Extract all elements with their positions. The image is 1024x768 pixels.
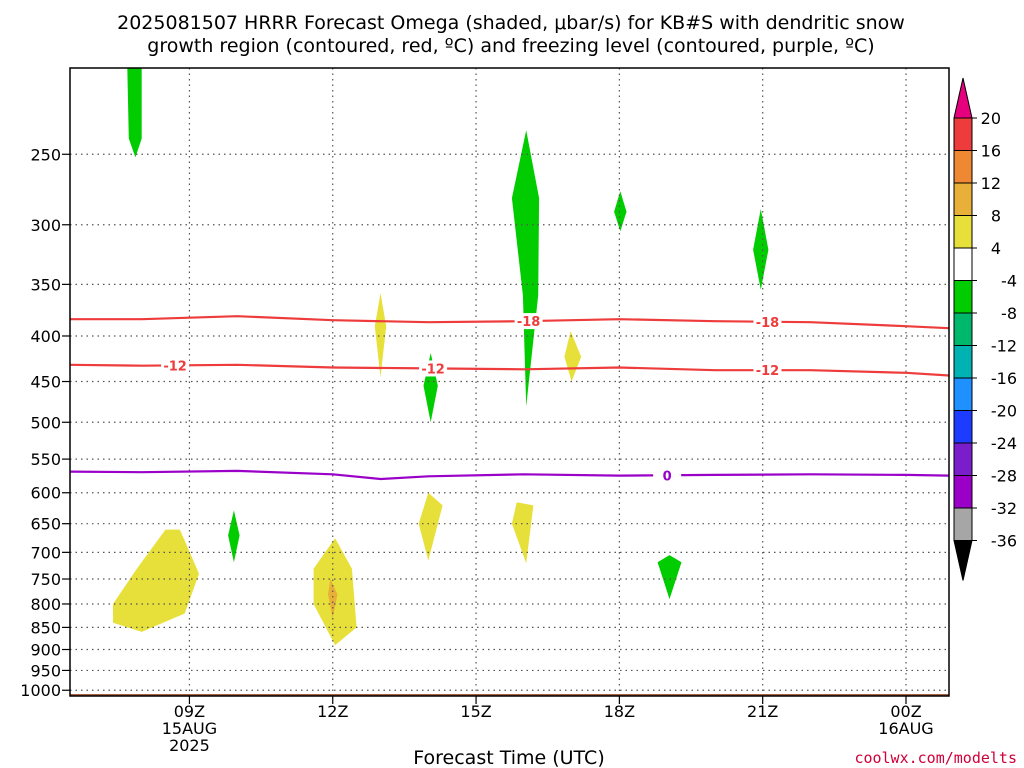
omega-region-11 xyxy=(113,529,199,632)
colorbar-swatch-6 xyxy=(953,312,973,346)
colorbar-bottom-arrow xyxy=(953,540,973,581)
contour-label-bg xyxy=(753,362,782,379)
contour-label: 0 xyxy=(663,469,672,484)
y-tick-label: 750 xyxy=(30,570,61,589)
contour-label-bg xyxy=(753,313,782,330)
contour-lines: -18 -18 -12 -12 -12 0 xyxy=(70,313,949,484)
omega-region-13 xyxy=(328,579,338,619)
x-tick-label: 16AUG xyxy=(878,719,933,738)
colorbar-tick-label: 20 xyxy=(981,109,1001,128)
colorbar-tick-label: 8 xyxy=(991,207,1001,226)
x-axis-label: Forecast Time (UTC) xyxy=(413,747,604,768)
plot-frame xyxy=(69,67,950,697)
y-axis: 250 300 350 400 450 500 550 600 650 700 750 800 850 9… xyxy=(20,145,70,700)
x-tick-label: 00Z xyxy=(890,702,921,721)
omega-region-10 xyxy=(511,502,534,564)
contour-label: -12 xyxy=(421,362,445,377)
y-tick-label: 600 xyxy=(30,484,61,503)
y-tick-label: 950 xyxy=(30,661,61,680)
colorbar-swatch-2 xyxy=(953,182,973,216)
y-tick-label: 550 xyxy=(30,450,61,469)
omega-region-8 xyxy=(564,331,582,382)
colorbar-tick-label: -28 xyxy=(991,467,1017,486)
x-tick-label: 15AUG xyxy=(162,719,217,738)
omega-region-0 xyxy=(127,68,142,158)
y-tick-label: 1000 xyxy=(20,681,61,700)
colorbar-swatch-3 xyxy=(953,215,973,249)
contour-label-bg xyxy=(161,357,190,374)
colorbar-swatch-4 xyxy=(953,247,973,281)
contour-label: -12 xyxy=(756,364,780,379)
colorbar-tick-label: 12 xyxy=(981,174,1001,193)
colorbar-swatch-0 xyxy=(953,117,973,151)
y-tick-label: 700 xyxy=(30,543,61,562)
omega-region-7 xyxy=(374,293,387,378)
colorbar-tick-label: -8 xyxy=(1001,304,1017,323)
terrain-fill xyxy=(70,694,949,696)
colorbar-swatch-7 xyxy=(953,345,973,379)
grid-lines xyxy=(70,68,949,696)
x-tick-label: 21Z xyxy=(747,702,778,721)
contour-label-bg xyxy=(653,467,682,484)
omega-region-3 xyxy=(753,209,769,290)
contour-label-bg xyxy=(419,360,448,377)
x-tick-label: 2025 xyxy=(169,736,210,755)
colorbar-tick-label: -20 xyxy=(991,402,1017,421)
contour-label: -18 xyxy=(517,315,541,330)
colorbar-tick-label: -12 xyxy=(991,337,1017,356)
contour-line-1 xyxy=(70,363,949,377)
chart-title-line1: 2025081507 HRRR Forecast Omega (shaded, … xyxy=(117,12,905,34)
omega-region-9 xyxy=(418,492,443,561)
colorbar: 20 16 12 8 4-4 -8 -12 -16 -20 -24 -28 -32 -36 xyxy=(953,77,1017,581)
y-tick-label: 800 xyxy=(30,595,61,614)
omega-shading xyxy=(113,68,769,646)
contour-label: -18 xyxy=(756,316,780,331)
colorbar-tick-label: -36 xyxy=(991,532,1017,551)
colorbar-swatch-11 xyxy=(953,475,973,509)
x-tick-label: 12Z xyxy=(317,702,348,721)
y-tick-label: 900 xyxy=(30,641,61,660)
omega-region-6 xyxy=(657,555,682,600)
y-tick-label: 850 xyxy=(30,618,61,637)
x-tick-label: 15Z xyxy=(460,702,491,721)
credit-text: coolwx.com/modelts xyxy=(854,749,1017,767)
x-tick-label: 18Z xyxy=(604,702,635,721)
y-tick-label: 350 xyxy=(30,275,61,294)
y-tick-label: 250 xyxy=(30,145,61,164)
x-tick-label: 09Z xyxy=(174,702,205,721)
chart-title-line2: growth region (contoured, red, ºC) and f… xyxy=(147,35,874,57)
colorbar-tick-label: -16 xyxy=(991,369,1017,388)
colorbar-tick-label: -4 xyxy=(1001,272,1017,291)
colorbar-swatch-12 xyxy=(953,507,973,541)
colorbar-swatch-8 xyxy=(953,377,973,411)
contour-line-0 xyxy=(70,315,949,330)
omega-region-5 xyxy=(228,510,240,563)
omega-region-1 xyxy=(511,130,540,407)
terrain-band xyxy=(70,694,949,696)
contour-line-2 xyxy=(70,469,949,481)
omega-region-2 xyxy=(614,191,627,232)
y-tick-label: 650 xyxy=(30,515,61,534)
y-tick-label: 300 xyxy=(30,216,61,235)
colorbar-tick-label: 16 xyxy=(981,142,1001,161)
colorbar-tick-label: -32 xyxy=(991,499,1017,518)
colorbar-tick-label: 4 xyxy=(991,239,1001,258)
colorbar-swatch-10 xyxy=(953,442,973,476)
colorbar-swatch-9 xyxy=(953,410,973,444)
y-tick-label: 500 xyxy=(30,413,61,432)
colorbar-swatch-1 xyxy=(953,150,973,184)
y-tick-label: 400 xyxy=(30,327,61,346)
colorbar-top-arrow xyxy=(953,77,973,119)
colorbar-swatch-5 xyxy=(953,280,973,314)
colorbar-tick-label: -24 xyxy=(991,434,1017,453)
contour-label-bg xyxy=(514,313,543,330)
contour-label: -12 xyxy=(163,359,187,374)
y-tick-label: 450 xyxy=(30,373,61,392)
